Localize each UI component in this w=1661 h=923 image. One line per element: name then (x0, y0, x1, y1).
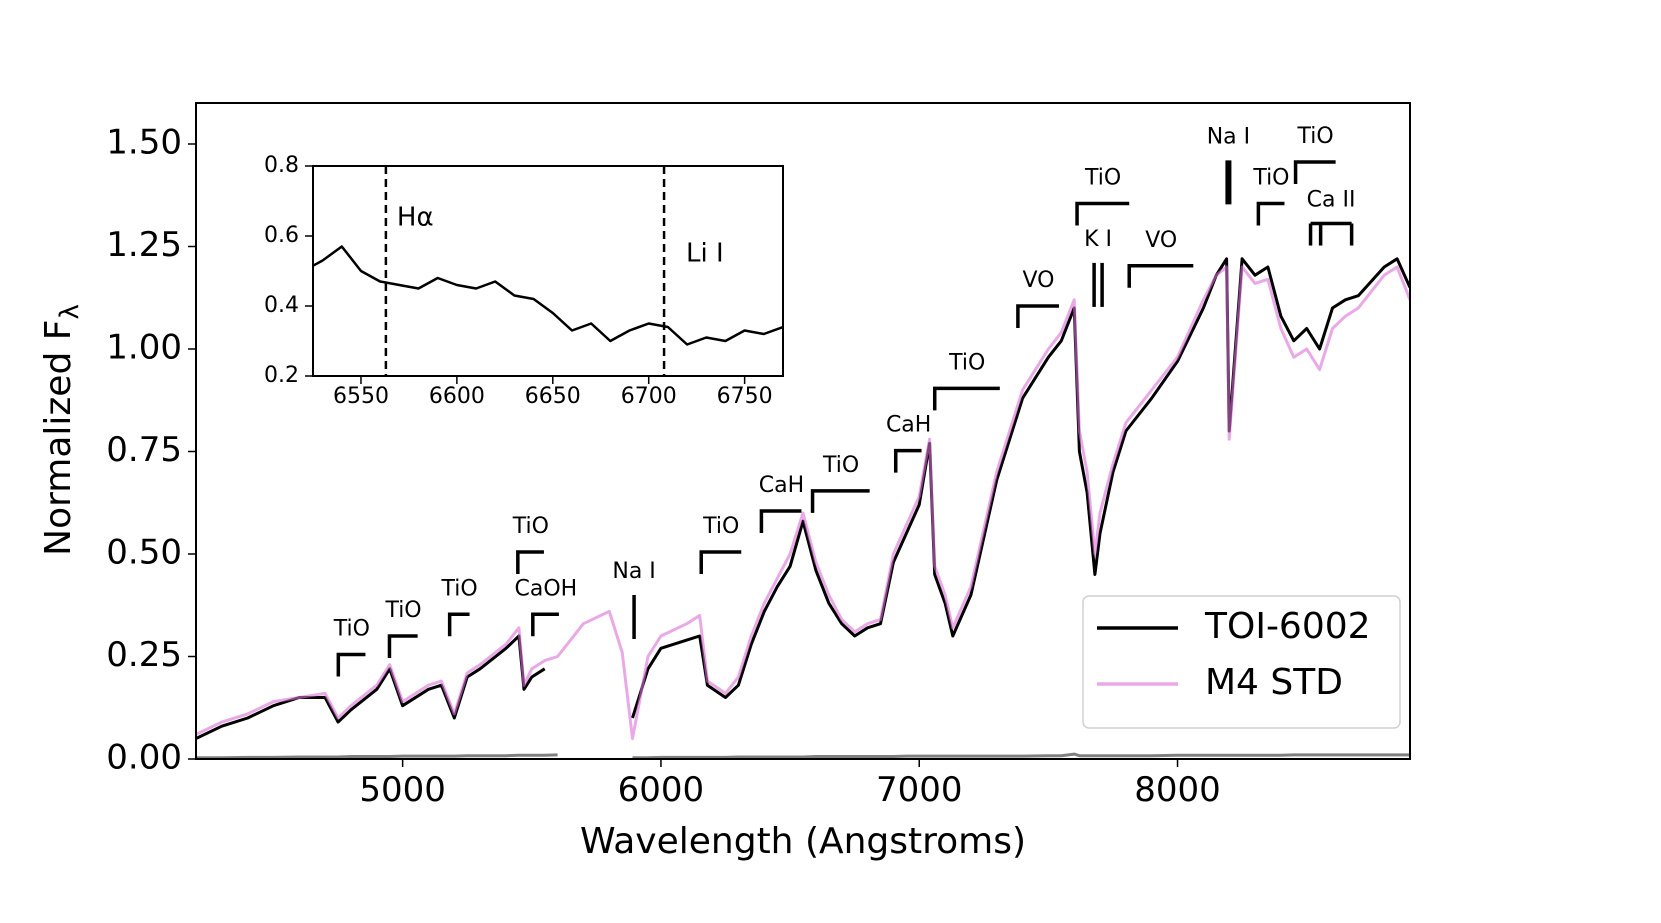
x-tick-label: 6550 (333, 384, 389, 409)
band-bracket (387, 634, 418, 658)
inset-frame (312, 165, 784, 377)
y-axis-label: Normalized Fλ (38, 304, 85, 556)
band-bracket (932, 386, 1000, 411)
axes-frame (195, 102, 1411, 760)
band-bracket (1256, 201, 1285, 226)
x-tick-label: 6600 (429, 384, 485, 409)
legend-label: TOI-6002 (1204, 606, 1371, 647)
band-bracket (810, 489, 870, 513)
band-label: TiO (1252, 165, 1289, 190)
y-tick-label: 0.50 (106, 533, 182, 573)
x-tick-label: 6700 (621, 384, 677, 409)
x-tick-label: 5000 (359, 770, 446, 810)
series-line (196, 752, 1410, 760)
x-tick-label: 6000 (618, 770, 705, 810)
band-label: TiO (948, 350, 985, 375)
band-label: VO (1022, 268, 1054, 293)
y-tick-label: 1.00 (106, 328, 182, 368)
y-tick-label: 0.75 (106, 430, 182, 470)
band-label: TiO (822, 453, 859, 478)
series-line (196, 257, 1410, 740)
y-tick-label: 0.25 (106, 635, 182, 675)
legend-label: M4 STD (1205, 662, 1343, 703)
line-label: Ca II (1307, 188, 1356, 213)
x-tick-label: 7000 (876, 770, 963, 810)
band-label: VO (1145, 228, 1177, 253)
band-bracket (893, 448, 922, 473)
band-bracket (447, 612, 470, 637)
band-bracket (699, 550, 742, 574)
band-label: TiO (384, 598, 421, 623)
band-label: TiO (333, 616, 370, 641)
y-tick-label: 0.6 (264, 223, 299, 248)
y-tick-label: 1.50 (106, 123, 182, 163)
band-bracket (759, 509, 802, 533)
band-label: CaOH (515, 576, 578, 601)
y-tick-label: 0.4 (264, 293, 299, 318)
main-plot (196, 257, 1410, 760)
x-axis-label: Wavelength (Angstroms) (580, 821, 1026, 862)
x-tick-label: 8000 (1134, 770, 1221, 810)
line-label: Na I (612, 559, 655, 584)
inset-line (313, 245, 783, 346)
band-bracket (1293, 160, 1336, 185)
line-label: Na I (1207, 124, 1250, 149)
band-bracket (1075, 201, 1130, 226)
band-label: TiO (512, 514, 549, 539)
inset-vline-label: Hα (397, 203, 434, 233)
band-label: CaH (759, 473, 804, 498)
y-axis-label-text: Normalized F (38, 320, 79, 556)
series-line (196, 265, 1410, 740)
band-bracket (531, 612, 559, 637)
inset-plot (313, 166, 783, 376)
band-bracket (516, 550, 544, 574)
band-label: TiO (1084, 165, 1121, 190)
band-label: TiO (440, 576, 477, 601)
y-axis-label-subscript: λ (55, 304, 85, 319)
band-label: TiO (1296, 124, 1333, 149)
inset-vline-label: Li I (686, 239, 724, 269)
band-bracket (1016, 304, 1059, 328)
inset-background (313, 166, 783, 376)
y-tick-label: 0.00 (106, 738, 182, 778)
y-tick-label: 0.2 (264, 363, 299, 388)
y-tick-label: 1.25 (106, 225, 182, 265)
line-label: K I (1084, 227, 1112, 252)
y-tick-label: 0.8 (264, 153, 299, 178)
x-tick-label: 6650 (525, 384, 581, 409)
band-label: TiO (702, 514, 739, 539)
band-bracket (336, 652, 366, 677)
band-label: CaH (886, 413, 931, 438)
band-bracket (1127, 264, 1194, 288)
x-tick-label: 6750 (717, 384, 773, 409)
